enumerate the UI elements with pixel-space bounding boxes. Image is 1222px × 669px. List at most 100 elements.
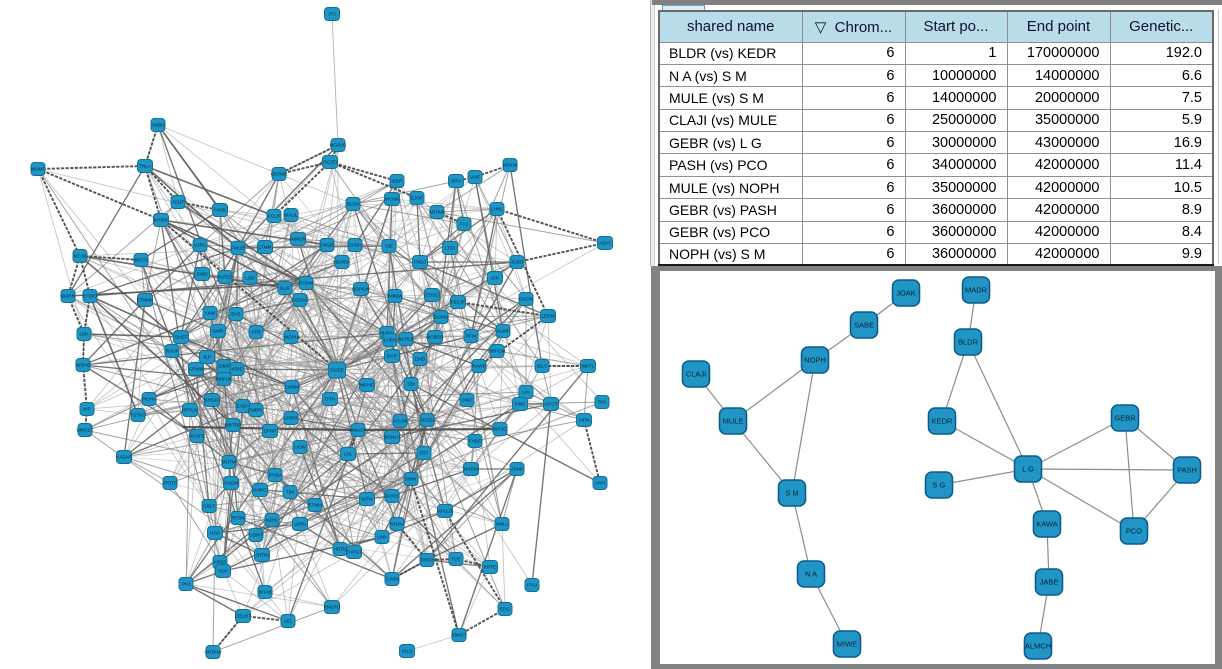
svg-text:MIJTW: MIJTW — [222, 460, 237, 465]
svg-text:FWC: FWC — [515, 402, 526, 407]
svg-text:N A: N A — [805, 570, 817, 579]
svg-text:KIP: KIP — [83, 407, 91, 412]
svg-text:GGEE: GGEE — [330, 368, 344, 373]
svg-text:UMOST: UMOST — [77, 428, 94, 433]
svg-text:MCBSO: MCBSO — [426, 335, 444, 340]
svg-text:IATCT: IATCT — [544, 402, 557, 407]
svg-text:DAP: DAP — [387, 354, 397, 359]
svg-text:BDPGW: BDPGW — [352, 287, 370, 292]
svg-text:LHEH: LHEH — [384, 338, 397, 343]
svg-text:UJH: UJH — [79, 332, 88, 337]
svg-text:NJHC: NJHC — [266, 518, 279, 523]
svg-text:JABE: JABE — [1040, 578, 1059, 587]
svg-text:BAE: BAE — [231, 312, 240, 317]
svg-text:LHNL: LHNL — [491, 207, 503, 212]
svg-text:ETNMK: ETNMK — [137, 298, 154, 303]
svg-text:S M: S M — [785, 489, 798, 498]
svg-text:WTJG: WTJG — [493, 427, 507, 432]
svg-text:IHGSK: IHGSK — [385, 197, 400, 202]
svg-text:KJGAR: KJGAR — [116, 455, 132, 460]
svg-text:GEBR: GEBR — [1114, 414, 1136, 423]
svg-text:HBTK: HBTK — [334, 547, 347, 552]
svg-text:HTPLM: HTPLM — [182, 408, 198, 413]
svg-text:HIGB: HIGB — [214, 208, 225, 213]
svg-text:GTH: GTH — [325, 397, 335, 402]
svg-text:SPU: SPU — [451, 179, 461, 184]
svg-text:TMI: TMI — [286, 490, 294, 495]
svg-text:FDP: FDP — [218, 569, 227, 574]
svg-text:WTW: WTW — [361, 497, 373, 502]
svg-text:RLFED: RLFED — [217, 275, 233, 280]
svg-text:GJWN: GJWN — [385, 577, 399, 582]
svg-text:ROIIW: ROIIW — [299, 281, 314, 286]
svg-text:OGDN: OGDN — [519, 297, 533, 302]
svg-text:KMLRU: KMLRU — [324, 605, 341, 610]
svg-text:JTJ: JTJ — [328, 12, 336, 17]
svg-text:IMMUR: IMMUR — [290, 237, 306, 242]
svg-text:PASH: PASH — [1177, 466, 1197, 475]
svg-text:DHFD: DHFD — [420, 558, 434, 563]
svg-text:AFLLD: AFLLD — [438, 509, 453, 514]
svg-text:FNDJ: FNDJ — [414, 260, 426, 265]
svg-text:HCUFE: HCUFE — [189, 434, 205, 439]
svg-text:DGMU: DGMU — [434, 315, 449, 320]
svg-text:ANH: ANH — [595, 481, 605, 486]
svg-text:OIE: OIE — [385, 244, 393, 249]
svg-text:ALMCH: ALMCH — [1025, 642, 1051, 651]
svg-text:AEL: AEL — [284, 619, 293, 624]
svg-text:MDJB: MDJB — [74, 254, 87, 259]
svg-text:TGTKO: TGTKO — [130, 413, 146, 418]
svg-text:WFFL: WFFL — [582, 364, 595, 369]
svg-text:DRFGM: DRFGM — [488, 349, 505, 354]
svg-text:UNE: UNE — [470, 175, 480, 180]
svg-text:JWBO: JWBO — [151, 123, 165, 128]
svg-text:ASNCT: ASNCT — [451, 633, 467, 638]
svg-text:LAL: LAL — [344, 452, 353, 457]
svg-text:MGJUG: MGJUG — [330, 143, 347, 148]
svg-text:CPWN: CPWN — [189, 367, 203, 372]
svg-text:UJRU: UJRU — [294, 522, 307, 527]
svg-text:GHEF: GHEF — [174, 335, 187, 340]
svg-text:ACUW: ACUW — [393, 419, 408, 424]
svg-text:UDMT: UDMT — [249, 533, 263, 538]
svg-text:CCLR: CCLR — [268, 214, 281, 219]
svg-text:FMBRJ: FMBRJ — [248, 408, 264, 413]
svg-text:CNGIE: CNGIE — [320, 243, 335, 248]
svg-text:JTOTO: JTOTO — [162, 481, 178, 486]
svg-text:JLP: JLP — [203, 355, 211, 360]
svg-text:NBIK: NBIK — [406, 477, 418, 482]
svg-text:SIK: SIK — [491, 276, 499, 281]
svg-text:RAWD: RAWD — [472, 364, 487, 369]
svg-text:FHDE: FHDE — [469, 439, 482, 444]
svg-text:LTMM: LTMM — [259, 245, 272, 250]
svg-text:KAWA: KAWA — [1036, 520, 1058, 529]
svg-text:LFBPA: LFBPA — [284, 416, 299, 421]
svg-text:CLAJI: CLAJI — [686, 370, 706, 379]
svg-text:UFOOC: UFOOC — [384, 494, 402, 499]
svg-text:JOAK: JOAK — [896, 289, 916, 298]
svg-text:SABE: SABE — [854, 321, 874, 330]
svg-text:FDT: FDT — [419, 451, 428, 456]
svg-text:MULE: MULE — [723, 417, 744, 426]
svg-text:GLIF: GLIF — [280, 286, 291, 291]
svg-text:MADR: MADR — [965, 286, 988, 295]
svg-text:SWD: SWD — [197, 272, 209, 277]
svg-text:WSHS: WSHS — [76, 363, 90, 368]
svg-text:WSTG: WSTG — [134, 258, 148, 263]
svg-text:TOE: TOE — [451, 557, 461, 562]
svg-text:MBTRP: MBTRP — [225, 423, 241, 428]
svg-text:EACH: EACH — [236, 404, 249, 409]
svg-text:EMD: EMD — [415, 357, 426, 362]
svg-text:WARN: WARN — [61, 294, 75, 299]
svg-text:DECEJ: DECEJ — [419, 418, 434, 423]
svg-text:SBI: SBI — [407, 382, 415, 387]
svg-text:TKK: TKK — [597, 400, 607, 405]
svg-text:DCJEI: DCJEI — [323, 160, 337, 165]
svg-text:EJOF: EJOF — [411, 196, 423, 201]
svg-text:EHOO: EHOO — [83, 294, 97, 299]
svg-text:GGOAD: GGOAD — [291, 298, 309, 303]
svg-text:PCO: PCO — [1126, 527, 1142, 536]
svg-text:GKTKW: GKTKW — [204, 650, 222, 655]
svg-text:JPABA: JPABA — [268, 473, 283, 478]
svg-text:CILS: CILS — [402, 649, 412, 654]
